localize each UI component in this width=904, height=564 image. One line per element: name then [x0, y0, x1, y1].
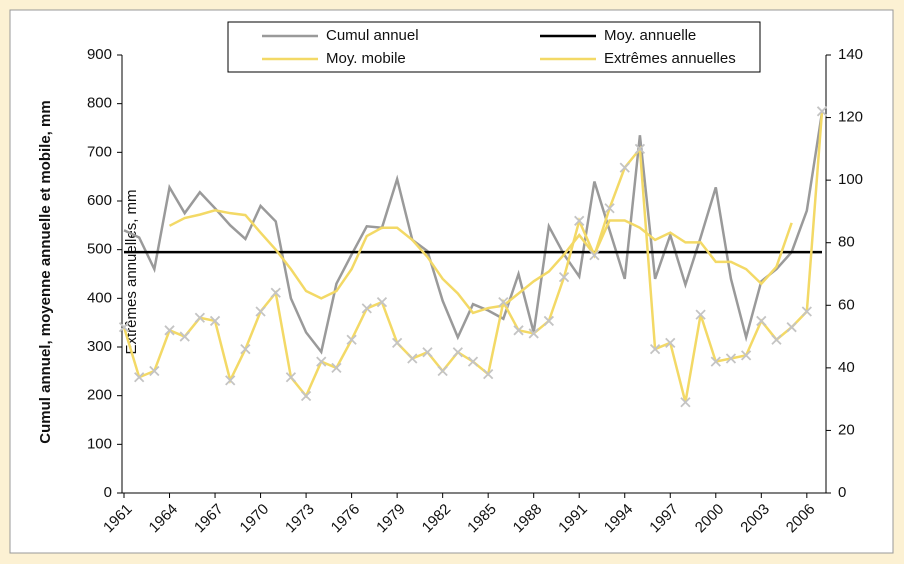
marker — [331, 362, 342, 373]
y-tick-label: 200 — [87, 387, 112, 404]
marker — [270, 287, 281, 298]
marker — [574, 215, 585, 226]
marker — [179, 331, 190, 342]
marker — [604, 203, 615, 214]
marker — [589, 250, 600, 261]
legend-label: Moy. mobile — [326, 50, 406, 67]
legend-label: Extrêmes annuelles — [604, 50, 736, 67]
marker — [756, 315, 767, 327]
y-tick-label: 900 — [87, 46, 112, 63]
marker — [619, 162, 630, 173]
marker — [209, 315, 221, 327]
marker — [543, 315, 555, 327]
marker — [194, 312, 206, 323]
marker — [725, 353, 737, 364]
marker — [300, 390, 312, 402]
marker — [164, 325, 175, 336]
marker — [513, 325, 524, 336]
marker — [422, 347, 433, 358]
marker — [118, 322, 130, 333]
marker — [483, 368, 494, 380]
y-tick-label: 700 — [87, 143, 112, 160]
marker — [467, 356, 479, 367]
y2-tick-label: 120 — [838, 109, 863, 126]
y2-tick-label: 60 — [838, 296, 855, 313]
y-tick-label: 400 — [87, 289, 112, 306]
marker — [225, 375, 236, 386]
marker — [695, 309, 706, 320]
y-tick-label: 600 — [87, 192, 112, 209]
marker — [437, 365, 448, 377]
legend: Cumul annuel Moy. mobile Moy. annuelle Extr… — [227, 21, 761, 73]
y-tick-label: 100 — [87, 435, 112, 452]
legend-box — [227, 21, 761, 73]
marker — [452, 347, 463, 358]
marker — [786, 322, 797, 333]
marker — [498, 297, 509, 308]
y2-tick-label: 20 — [838, 421, 855, 438]
marker — [558, 271, 570, 283]
marker — [710, 356, 721, 367]
marker — [407, 353, 418, 364]
marker — [240, 343, 251, 355]
marker — [771, 334, 782, 345]
marker — [665, 337, 676, 348]
chart-frame — [9, 9, 894, 554]
marker — [285, 372, 297, 383]
series-line — [123, 112, 824, 355]
y-tick-label: 800 — [87, 95, 112, 112]
marker — [376, 297, 388, 308]
y2-tick-label: 0 — [838, 484, 846, 501]
marker — [801, 306, 812, 317]
marker — [649, 343, 661, 355]
marker — [255, 306, 266, 317]
y2-tick-label: 80 — [838, 234, 855, 251]
y-tick-label: 500 — [87, 241, 112, 258]
marker — [134, 372, 145, 383]
marker — [346, 334, 357, 345]
y2-tick-label: 100 — [838, 171, 863, 188]
marker — [816, 106, 828, 117]
y-tick-label: 300 — [87, 338, 112, 355]
y-axis-title: Cumul annuel, moyenne annuelle et mobile… — [37, 100, 54, 443]
y-tick-label: 0 — [104, 484, 112, 501]
marker — [149, 365, 160, 377]
legend-label: Cumul annuel — [326, 27, 419, 44]
legend-label: Moy. annuelle — [604, 27, 696, 44]
marker — [316, 356, 327, 367]
marker — [391, 337, 403, 348]
marker — [361, 303, 372, 314]
series-line — [168, 208, 793, 315]
marker — [528, 328, 539, 339]
marker — [740, 350, 752, 361]
y2-tick-label: 40 — [838, 359, 855, 376]
marker — [680, 397, 691, 408]
marker — [634, 143, 646, 154]
y2-tick-label: 140 — [838, 46, 863, 63]
